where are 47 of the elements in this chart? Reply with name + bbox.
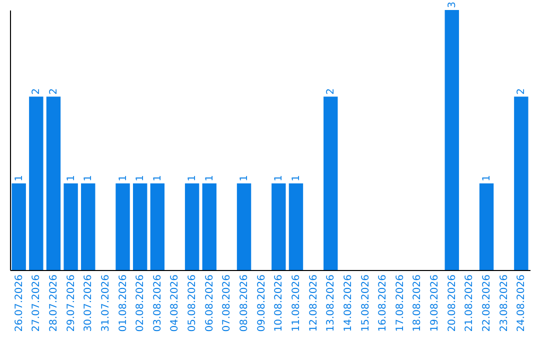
x-tick-label: 18.08.2026 <box>412 274 424 332</box>
x-tick-label: 15.08.2026 <box>360 274 372 332</box>
x-tick-label: 17.08.2026 <box>394 274 406 332</box>
x-tick-label: 23.08.2026 <box>498 274 510 332</box>
x-tick-label: 28.07.2026 <box>48 274 60 332</box>
x-tick-label: 06.08.2026 <box>204 274 216 332</box>
x-tick-label: 16.08.2026 <box>378 274 389 332</box>
x-tick-label: 24.08.2026 <box>516 274 528 332</box>
x-tick-label: 08.08.2026 <box>239 274 250 332</box>
data-label: 1 <box>290 174 302 182</box>
x-tick-label: 11.08.2026 <box>290 274 302 332</box>
x-tick-label: 05.08.2026 <box>187 274 198 332</box>
x-tick-label: 20.08.2026 <box>446 274 458 332</box>
data-label: 1 <box>118 174 129 182</box>
data-label: 1 <box>135 174 146 182</box>
data-label: 2 <box>326 88 337 95</box>
data-label: 2 <box>516 88 528 95</box>
data-label: 1 <box>239 174 250 182</box>
x-tick-label: 01.08.2026 <box>118 274 129 332</box>
x-tick-label: 29.07.2026 <box>66 274 77 332</box>
x-tick-label: 31.07.2026 <box>100 274 112 332</box>
x-tick-label: 26.07.2026 <box>14 274 25 332</box>
x-tick-label: 13.08.2026 <box>326 274 337 332</box>
data-label: 1 <box>83 174 94 182</box>
x-tick-label: 14.08.2026 <box>342 274 354 332</box>
x-tick-label: 02.08.2026 <box>135 274 146 332</box>
x-tick-label: 04.08.2026 <box>170 274 181 332</box>
x-tick-label: 27.07.2026 <box>31 274 42 332</box>
x-tick-label: 09.08.2026 <box>256 274 268 332</box>
x-tick-label: 07.08.2026 <box>222 274 233 332</box>
data-label: 2 <box>48 88 60 95</box>
data-label: 1 <box>152 174 164 182</box>
data-label: 2 <box>31 88 42 95</box>
x-tick-label: 19.08.2026 <box>430 274 441 332</box>
data-label: 3 <box>446 2 458 8</box>
x-tick-label: 30.07.2026 <box>83 274 94 332</box>
data-label: 1 <box>187 174 198 182</box>
data-label: 1 <box>14 174 25 182</box>
x-tick-label: 21.08.2026 <box>464 274 476 332</box>
x-tick-label: 10.08.2026 <box>274 274 285 332</box>
data-label: 1 <box>482 174 493 182</box>
data-label: 1 <box>66 174 77 182</box>
x-tick-label: 22.08.2026 <box>482 274 493 332</box>
data-label: 1 <box>204 174 216 182</box>
x-tick-label: 03.08.2026 <box>152 274 164 332</box>
data-label: 1 <box>274 174 285 182</box>
x-tick-label: 12.08.2026 <box>308 274 320 332</box>
